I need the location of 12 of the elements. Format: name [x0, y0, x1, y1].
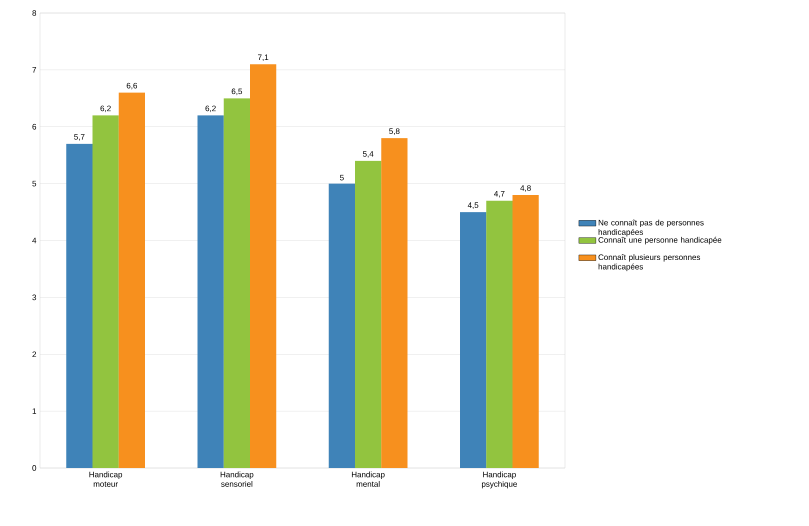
- bar: [486, 200, 513, 468]
- bar: [118, 92, 145, 468]
- bar: [460, 212, 486, 468]
- bar: [66, 144, 92, 468]
- bar: [224, 98, 250, 468]
- bar: [250, 64, 276, 468]
- bar: [512, 195, 539, 468]
- bar: [198, 115, 224, 468]
- bar: [381, 138, 408, 468]
- bar: [92, 115, 119, 468]
- bar: [355, 160, 382, 468]
- bar: [328, 184, 356, 468]
